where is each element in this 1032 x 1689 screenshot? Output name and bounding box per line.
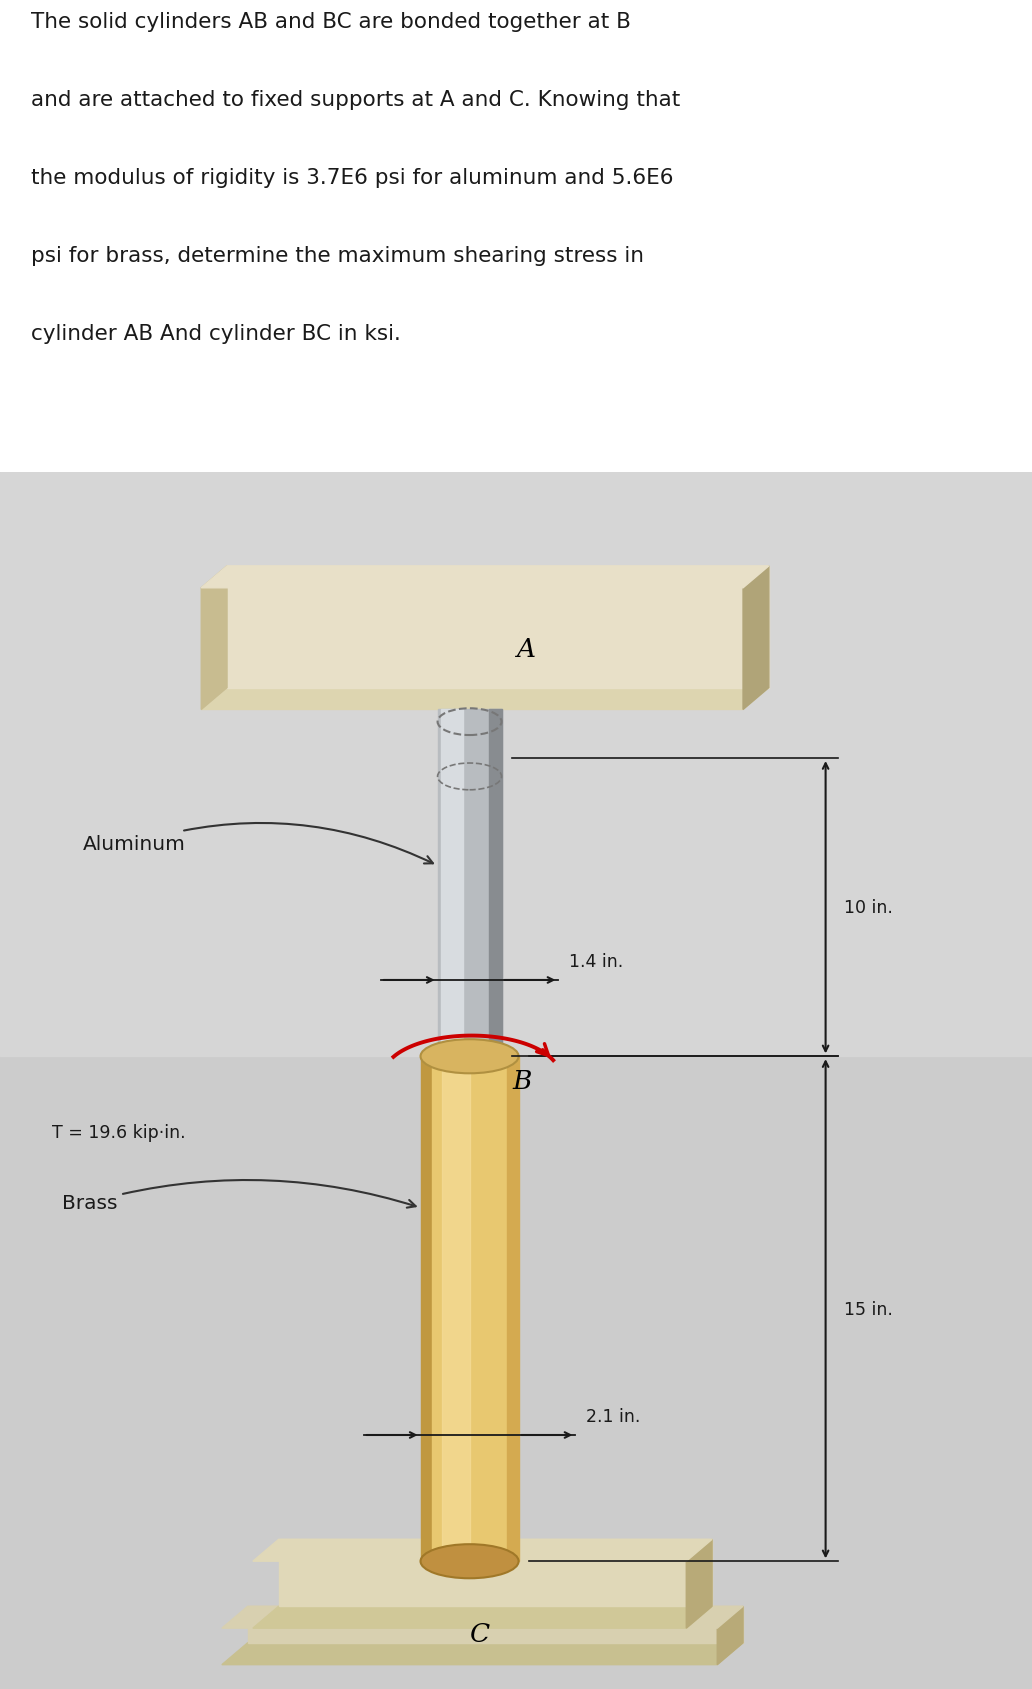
Polygon shape (222, 1643, 743, 1665)
Text: 2.1 in.: 2.1 in. (586, 1407, 640, 1426)
Polygon shape (253, 1539, 712, 1561)
Text: and are attached to fixed supports at A and C. Knowing that: and are attached to fixed supports at A … (31, 90, 680, 110)
Bar (442, 1057, 470, 1561)
Bar (441, 709, 463, 1057)
Polygon shape (686, 1539, 712, 1628)
Polygon shape (253, 1606, 712, 1628)
Text: 1.4 in.: 1.4 in. (569, 953, 623, 971)
Text: psi for brass, determine the maximum shearing stress in: psi for brass, determine the maximum she… (31, 247, 644, 265)
Polygon shape (222, 1606, 743, 1628)
Text: 15 in.: 15 in. (844, 1301, 893, 1317)
Ellipse shape (438, 1044, 502, 1071)
Text: A: A (516, 637, 535, 662)
Text: 10 in.: 10 in. (844, 899, 893, 917)
Text: Brass: Brass (62, 1181, 416, 1213)
Polygon shape (201, 687, 769, 709)
Bar (421, 1057, 432, 1561)
Bar (489, 709, 502, 1057)
Bar (507, 1057, 519, 1561)
Text: T = 19.6 kip·in.: T = 19.6 kip·in. (52, 1123, 185, 1142)
Text: B: B (513, 1069, 533, 1094)
Polygon shape (717, 1606, 743, 1665)
Ellipse shape (421, 1040, 519, 1074)
Text: cylinder AB And cylinder BC in ksi.: cylinder AB And cylinder BC in ksi. (31, 324, 400, 345)
Text: The solid cylinders AB and BC are bonded together at B: The solid cylinders AB and BC are bonded… (31, 12, 631, 32)
Bar (438, 709, 502, 1057)
Polygon shape (248, 1606, 743, 1643)
Polygon shape (227, 566, 769, 687)
Polygon shape (201, 566, 227, 709)
Polygon shape (279, 1539, 712, 1606)
Ellipse shape (421, 1544, 519, 1578)
Bar (432, 1057, 507, 1561)
Bar (0, 473, 1032, 1057)
Text: the modulus of rigidity is 3.7E6 psi for aluminum and 5.6E6: the modulus of rigidity is 3.7E6 psi for… (31, 167, 674, 187)
Text: C: C (470, 1621, 490, 1647)
Polygon shape (743, 566, 769, 709)
Text: Aluminum: Aluminum (83, 824, 433, 865)
Polygon shape (201, 566, 769, 588)
